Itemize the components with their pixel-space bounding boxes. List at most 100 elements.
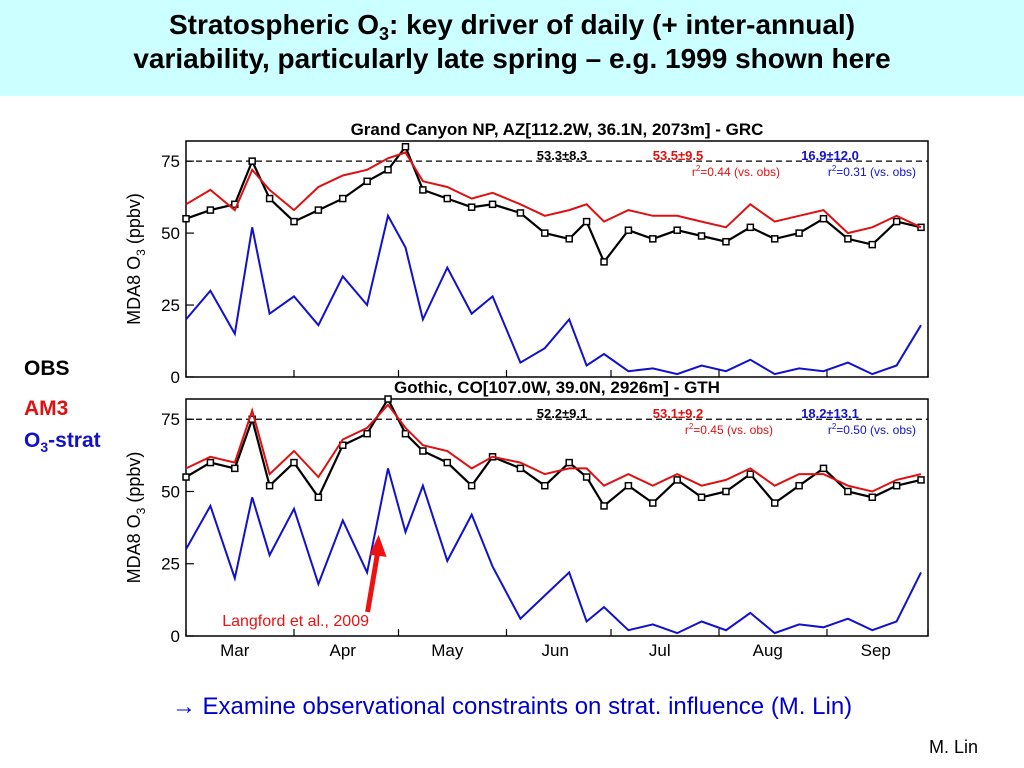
obs-point bbox=[697, 493, 706, 502]
legend-strat-subscript: 3 bbox=[40, 439, 49, 455]
obs-point bbox=[363, 177, 371, 186]
x-tick-label: Jul bbox=[649, 641, 671, 660]
y-tick-label: 75 bbox=[161, 410, 180, 429]
chart-1-frame bbox=[185, 140, 929, 378]
legend-am3: AM3 bbox=[24, 397, 68, 421]
obs-point bbox=[917, 223, 925, 232]
legend-strat: O3-strat bbox=[24, 429, 101, 455]
obs-point bbox=[206, 206, 215, 214]
obs-point bbox=[673, 226, 681, 234]
obs-point bbox=[722, 237, 730, 246]
obs-point bbox=[844, 487, 852, 496]
obs-point bbox=[770, 499, 779, 507]
series-am3-line bbox=[185, 403, 922, 493]
x-tick-label: Mar bbox=[220, 641, 250, 660]
y-tick-label: 25 bbox=[161, 296, 180, 315]
stat-strat: 18.2±13.1 bbox=[801, 406, 859, 421]
obs-point bbox=[892, 481, 901, 490]
author-credit: M. Lin bbox=[928, 737, 978, 757]
series-am3-line bbox=[185, 151, 922, 235]
obs-point bbox=[673, 476, 681, 484]
chart-2-title: Gothic, CO[107.0W, 39.0N, 2926m] - GTH bbox=[394, 378, 720, 397]
x-tick-label: Apr bbox=[330, 641, 357, 660]
obs-point bbox=[290, 458, 298, 467]
obs-point bbox=[722, 487, 730, 496]
y-tick-label: 50 bbox=[161, 224, 180, 243]
obs-point bbox=[182, 214, 190, 223]
chart-panel-2: Gothic, CO[107.0W, 39.0N, 2926m] - GTH 0 2… bbox=[124, 378, 929, 660]
ylabel-part-b: (ppbv) bbox=[124, 193, 144, 249]
obs-point bbox=[541, 481, 549, 490]
y-tick-label: 25 bbox=[161, 555, 180, 574]
obs-point bbox=[795, 229, 803, 237]
y-tick-label: 75 bbox=[161, 152, 180, 171]
legend-am3-label: AM3 bbox=[24, 397, 69, 420]
obs-point bbox=[384, 166, 392, 174]
r2-strat: r2=0.50 (vs. obs) bbox=[828, 422, 916, 437]
series-strat-line bbox=[185, 213, 922, 376]
r2-am3: r2=0.45 (vs. obs) bbox=[685, 422, 773, 437]
r2-am3-r: r bbox=[685, 423, 689, 437]
obs-point bbox=[467, 481, 476, 490]
annotation-label: Langford et al., 2009 bbox=[222, 613, 369, 630]
obs-point bbox=[624, 481, 633, 490]
legend-obs: OBS bbox=[24, 357, 70, 381]
obs-point bbox=[401, 143, 410, 151]
obs-point bbox=[265, 481, 274, 490]
slide-title-line-2: variability, particularly late spring – … bbox=[133, 43, 891, 74]
stat-am3: 53.1±9.2 bbox=[653, 406, 704, 421]
obs-point bbox=[541, 229, 549, 237]
obs-point bbox=[844, 235, 852, 243]
obs-point bbox=[892, 217, 901, 226]
obs-point bbox=[565, 235, 573, 243]
x-tick-label: Aug bbox=[753, 641, 783, 660]
series-obs-line bbox=[185, 144, 922, 265]
r2-am3-sup: 2 bbox=[696, 164, 701, 173]
ylabel-part-b: (ppbv) bbox=[124, 452, 144, 508]
obs-point bbox=[697, 232, 706, 240]
legend-strat-part-b: -strat bbox=[48, 429, 101, 452]
obs-point bbox=[746, 223, 755, 232]
chart-2-ylabel: MDA8 O3 (ppbv) bbox=[124, 452, 148, 584]
legend-obs-label: OBS bbox=[24, 357, 70, 380]
r2-strat-sup: 2 bbox=[832, 164, 837, 173]
obs-point bbox=[819, 464, 828, 473]
y-tick-label: 0 bbox=[171, 627, 180, 646]
footer-note: → Examine observational constraints on s… bbox=[0, 693, 1024, 721]
ylabel-subscript: 3 bbox=[134, 507, 148, 514]
obs-point bbox=[419, 186, 427, 194]
obs-point bbox=[516, 464, 525, 473]
footer-text: Examine observational constraints on str… bbox=[202, 693, 853, 720]
r2-strat-r: r bbox=[828, 165, 832, 179]
r2-strat-text: =0.50 (vs. obs) bbox=[836, 423, 916, 437]
title-line1-part-a: Stratospheric O bbox=[168, 9, 380, 40]
x-tick-label: Sep bbox=[861, 641, 891, 660]
r2-am3-sup: 2 bbox=[689, 422, 694, 431]
title-line1-part-b: : key driver of daily (+ inter-annual) bbox=[389, 9, 856, 40]
x-tick-label: May bbox=[431, 641, 464, 660]
slide-title-line-1: Stratospheric O3: key driver of daily (+… bbox=[0, 8, 1024, 44]
title-line1-subscript: 3 bbox=[379, 24, 390, 44]
obs-point bbox=[363, 429, 371, 438]
r2-am3-text: =0.45 (vs. obs) bbox=[693, 423, 773, 437]
obs-point bbox=[290, 217, 298, 226]
annotation-arrow-head bbox=[369, 534, 387, 557]
stat-strat: 16.9±12.0 bbox=[801, 148, 859, 163]
annotation-arrow-shaft bbox=[365, 552, 381, 613]
ylabel-part-a: MDA8 O bbox=[124, 256, 144, 325]
obs-point bbox=[419, 447, 427, 455]
r2-am3-r: r bbox=[692, 165, 696, 179]
obs-point bbox=[443, 458, 452, 467]
y-tick-label: 0 bbox=[171, 368, 180, 387]
chart-1-title: Grand Canyon NP, AZ[112.2W, 36.1N, 2073m… bbox=[351, 120, 764, 139]
obs-point bbox=[649, 235, 657, 243]
obs-point bbox=[917, 476, 925, 484]
obs-point bbox=[401, 429, 410, 438]
obs-point bbox=[582, 473, 591, 481]
obs-point bbox=[770, 235, 779, 243]
obs-point bbox=[182, 473, 190, 481]
r2-am3-text: =0.44 (vs. obs) bbox=[700, 165, 780, 179]
obs-point bbox=[649, 499, 657, 507]
obs-point bbox=[795, 481, 803, 490]
